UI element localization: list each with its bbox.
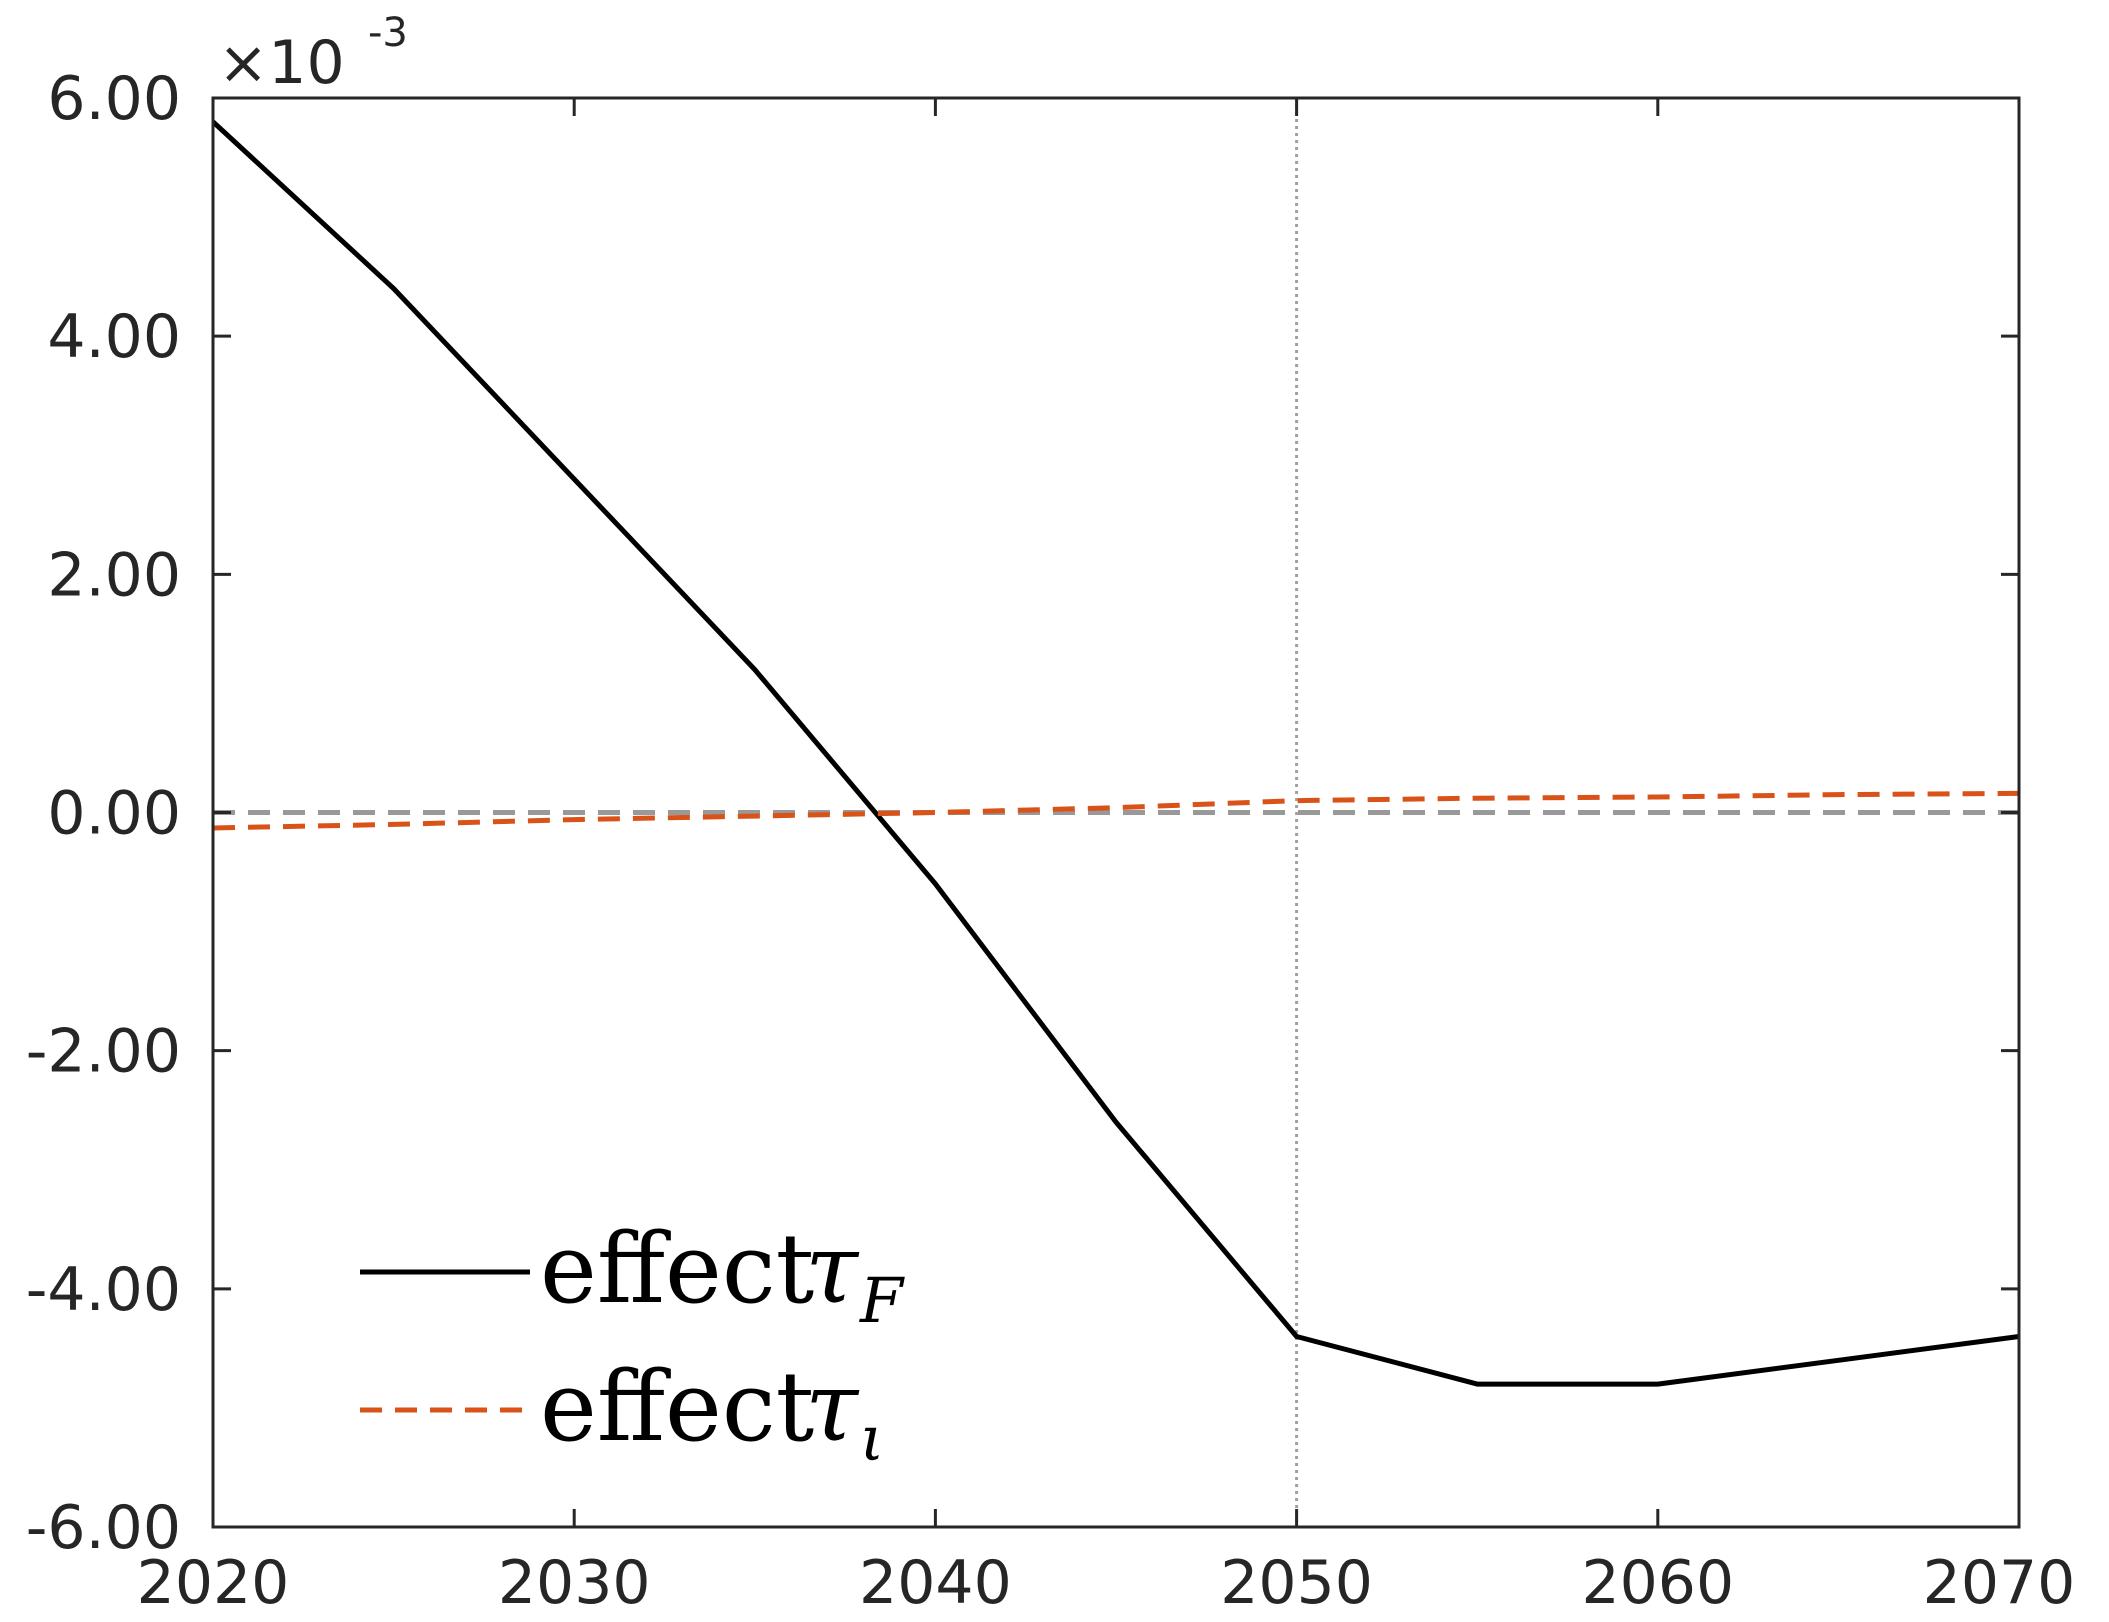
x-tick-label: 2040 — [859, 1548, 1012, 1618]
legend-label: effect — [540, 1351, 814, 1463]
legend-symbol: τ — [805, 1213, 860, 1325]
x-tick-label: 2030 — [498, 1548, 651, 1618]
legend-subscript: F — [859, 1264, 905, 1337]
y-tick-label: -6.00 — [26, 1493, 181, 1563]
legend-label: effect — [540, 1213, 814, 1325]
y-tick-label: -2.00 — [26, 1017, 181, 1087]
y-tick-label: 2.00 — [47, 540, 181, 610]
y-tick-label: 6.00 — [47, 64, 181, 134]
series-line-1 — [211, 119, 2020, 1387]
x-tick-label: 2060 — [1581, 1548, 1734, 1618]
reference-lines — [213, 98, 2019, 1527]
y-exponent-label: ×10 -3 — [218, 10, 408, 98]
x-tick-label: 2070 — [1923, 1548, 2076, 1618]
x-tick-label: 2020 — [137, 1548, 290, 1618]
y-exponent-power: -3 — [368, 10, 408, 56]
y-tick-label: 0.00 — [47, 779, 181, 849]
legend-symbol: τ — [805, 1351, 860, 1463]
axis-ticks — [211, 96, 2021, 1529]
axis-tick-labels: 2020 2030 2040 2050 2060 2070 -6.00 -4.00 -2.00 0… — [26, 64, 2076, 1618]
series-line-2 — [212, 790, 2020, 831]
y-tick-label: 4.00 — [47, 302, 181, 372]
y-exponent-base: ×10 — [218, 28, 345, 98]
y-tick-label: -4.00 — [26, 1255, 181, 1325]
legend-subscript: ι — [860, 1402, 884, 1475]
x-tick-label: 2050 — [1220, 1548, 1373, 1618]
plot-area-frame — [211, 96, 2021, 1529]
series-lines — [211, 119, 2020, 1387]
